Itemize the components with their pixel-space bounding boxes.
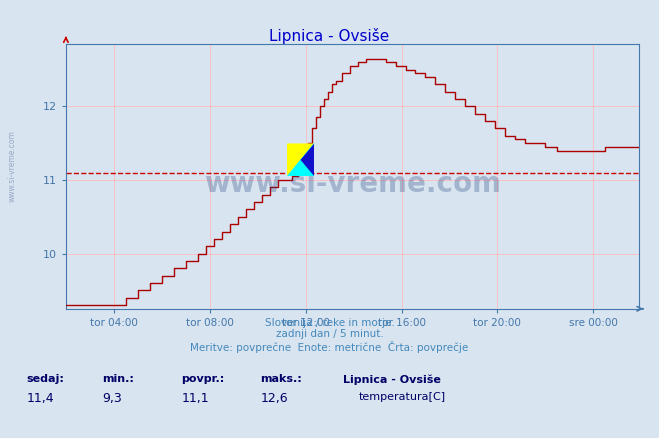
Text: sedaj:: sedaj: [26, 374, 64, 385]
Text: 11,4: 11,4 [26, 392, 54, 405]
Text: 9,3: 9,3 [102, 392, 122, 405]
Text: Lipnica - Ovsiše: Lipnica - Ovsiše [343, 374, 441, 385]
Polygon shape [301, 144, 314, 177]
Text: maks.:: maks.: [260, 374, 302, 385]
Text: zadnji dan / 5 minut.: zadnji dan / 5 minut. [275, 329, 384, 339]
Text: Meritve: povprečne  Enote: metrične  Črta: povprečje: Meritve: povprečne Enote: metrične Črta:… [190, 341, 469, 353]
Text: Lipnica - Ovsiše: Lipnica - Ovsiše [270, 28, 389, 45]
Text: povpr.:: povpr.: [181, 374, 225, 385]
Polygon shape [287, 144, 314, 177]
Text: temperatura[C]: temperatura[C] [359, 392, 446, 402]
Text: 12,6: 12,6 [260, 392, 288, 405]
Text: min.:: min.: [102, 374, 134, 385]
Text: www.si-vreme.com: www.si-vreme.com [204, 170, 501, 198]
Text: Slovenija / reke in morje.: Slovenija / reke in morje. [264, 318, 395, 328]
Text: 11,1: 11,1 [181, 392, 209, 405]
Text: www.si-vreme.com: www.si-vreme.com [8, 131, 17, 202]
Polygon shape [287, 144, 314, 177]
